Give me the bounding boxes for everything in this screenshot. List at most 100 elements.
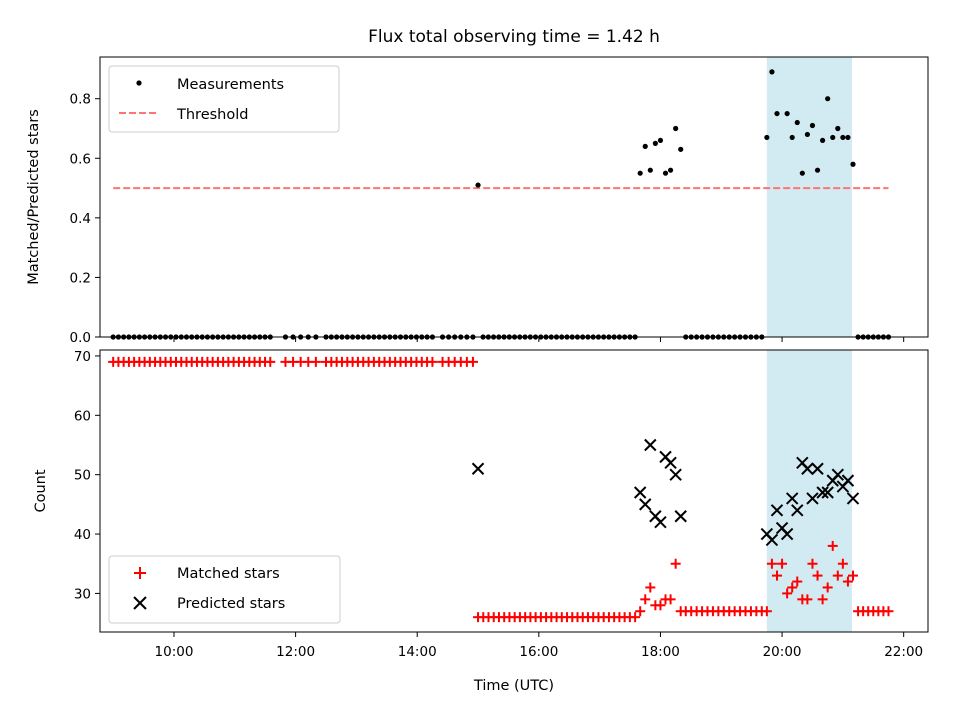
measurement-point — [819, 137, 826, 144]
matched-star-point — [817, 594, 828, 605]
measurement-point — [642, 143, 648, 149]
matched-star-point — [777, 558, 788, 569]
matched-star-point — [807, 558, 818, 569]
bottom-legend: Matched stars Predicted stars — [108, 555, 341, 624]
measurement-point — [475, 182, 481, 188]
bottom-x-tick-label: 20:00 — [763, 644, 802, 660]
matched-star-point — [640, 594, 651, 605]
predicted-star-point — [633, 486, 647, 499]
top-highlight-span — [766, 57, 852, 337]
measurement-point — [794, 119, 800, 126]
legend-matched-label: Matched stars — [177, 566, 280, 582]
legend-matched-marker — [134, 567, 146, 579]
bottom-x-tick-label: 22:00 — [884, 644, 923, 660]
measurement-point — [673, 125, 679, 132]
measurement-point — [840, 134, 846, 141]
top-plot-content — [110, 57, 892, 340]
bottom-y-tick-label: 40 — [74, 527, 91, 543]
measurement-point — [652, 140, 658, 146]
bottom-legend-box — [108, 555, 341, 624]
measurement-point — [809, 122, 816, 129]
measurement-point — [764, 134, 770, 141]
matched-star-point — [665, 594, 676, 605]
measurement-point — [678, 146, 684, 152]
predicted-star-point — [780, 527, 794, 541]
matched-star-point — [761, 606, 772, 617]
measurement-point — [774, 110, 780, 117]
predicted-star-point — [801, 462, 814, 475]
predicted-star-point — [654, 515, 667, 529]
top-axes-ticks: 0.0 0.2 0.4 0.6 0.8 — [70, 92, 905, 346]
measurement-point — [637, 170, 643, 176]
matched-star-point — [812, 570, 823, 581]
top-legend: Measurements Threshold — [108, 65, 340, 133]
top-panel: 0.00.20.40.60.8 Matched/Predicted stars … — [26, 56, 929, 346]
measurement-point — [804, 131, 810, 138]
measurement-point — [769, 69, 775, 75]
bottom-panel: 10:00 12:00 14:00 16:00 18:00 20:00 22:00 30 40 5… — [33, 349, 929, 694]
measurement-point — [647, 167, 653, 173]
matched-star-point — [827, 540, 838, 551]
top-y-tick-label: 0.6 — [70, 151, 91, 167]
matched-star-point — [467, 356, 478, 367]
legend-measurements-marker — [136, 80, 142, 86]
predicted-star-point — [669, 468, 682, 481]
matched-star-point — [787, 582, 798, 593]
top-y-tick-label: 0.2 — [70, 270, 91, 286]
measurement-point — [850, 161, 856, 167]
bottom-x-tick-label: 12:00 — [276, 644, 315, 660]
predicted-star-point — [674, 510, 687, 523]
matched-star-point — [822, 582, 833, 593]
legend-threshold-label: Threshold — [176, 107, 248, 123]
matched-star-point — [630, 612, 641, 623]
matched-star-point — [837, 558, 848, 569]
measurement-point — [657, 137, 664, 144]
matched-star-point — [670, 558, 681, 569]
predicted-star-point — [770, 504, 784, 517]
bottom-x-tick-label: 16:00 — [519, 644, 558, 660]
predicted-star-point — [806, 492, 819, 505]
measurement-point — [835, 125, 841, 132]
matched-star-point — [848, 570, 859, 581]
matched-star-point — [645, 582, 656, 593]
top-legend-box — [108, 65, 340, 133]
matched-star-point — [771, 570, 782, 581]
predicted-star-point — [644, 438, 657, 452]
matched-star-point — [766, 558, 777, 569]
bottom-axes-ticks: 10:00 12:00 14:00 16:00 18:00 20:00 22:00 30 40 5… — [74, 349, 923, 660]
measurement-point — [667, 167, 674, 173]
matched-star-point — [265, 356, 276, 367]
predicted-star-point — [664, 456, 677, 470]
bottom-x-tick-label: 10:00 — [155, 644, 194, 660]
matched-star-point — [635, 606, 646, 617]
legend-predicted-label: Predicted stars — [177, 596, 285, 612]
top-y-tick-label: 0.0 — [70, 330, 91, 346]
legend-predicted-marker — [133, 596, 147, 610]
bottom-y-tick-label: 30 — [74, 586, 91, 602]
legend-measurements-label: Measurements — [177, 77, 284, 93]
predicted-star-point — [791, 504, 804, 517]
measurement-point — [814, 167, 821, 173]
predicted-star-point — [821, 486, 834, 499]
matched-star-point — [655, 600, 666, 611]
predicted-star-point — [846, 492, 860, 505]
matched-star-point — [792, 576, 803, 587]
measurement-point — [789, 134, 795, 141]
bottom-y-tick-label: 50 — [74, 468, 91, 484]
matched-star-point — [310, 356, 321, 367]
bottom-y-tick-label: 60 — [74, 408, 91, 424]
bottom-plot-content — [108, 350, 894, 632]
measurement-point — [830, 134, 836, 141]
matched-star-point — [782, 588, 793, 599]
top-y-tick-label: 0.8 — [70, 92, 91, 108]
predicted-star-point — [765, 533, 779, 547]
matched-star-point — [842, 576, 853, 587]
predicted-star-point — [785, 492, 799, 505]
bottom-axes-frame — [99, 349, 929, 633]
predicted-star-point — [841, 474, 855, 487]
bottom-y-axis-label: Count — [33, 469, 49, 512]
matched-star-point — [883, 606, 894, 617]
measurement-point — [845, 134, 851, 141]
top-y-axis-label: Matched/Predicted stars — [26, 109, 42, 285]
